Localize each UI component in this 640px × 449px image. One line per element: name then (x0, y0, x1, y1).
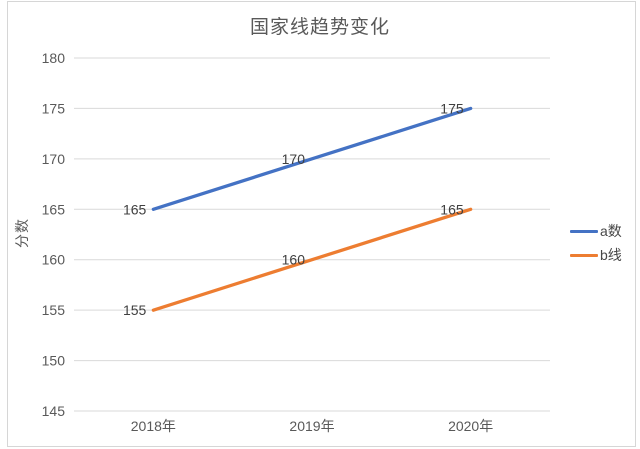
y-tick-label: 180 (42, 50, 66, 66)
legend-swatch (570, 229, 598, 233)
chart-title: 国家线趋势变化 (249, 17, 390, 38)
legend-item-a数[interactable]: a数 (570, 223, 622, 239)
data-label: 165 (123, 201, 147, 217)
series-line-b线[interactable] (151, 207, 473, 312)
y-tick-label: 145 (42, 403, 66, 419)
legend-label: a数 (600, 223, 622, 239)
data-label: 165 (440, 201, 464, 217)
x-tick-label: 2020年 (448, 418, 493, 434)
y-tick-label: 160 (42, 252, 66, 268)
legend: a数 b线 (570, 223, 622, 263)
data-label: 175 (440, 100, 464, 116)
series-line-a数[interactable] (151, 106, 473, 211)
y-tick-label: 165 (42, 201, 66, 217)
data-label: 170 (282, 151, 306, 167)
y-tick-label: 170 (42, 151, 66, 167)
legend-swatch (570, 253, 598, 257)
y-tick-label: 155 (42, 302, 66, 318)
x-tick-label: 2019年 (289, 418, 334, 434)
y-tick-label: 150 (42, 353, 66, 369)
legend-label: b线 (600, 247, 622, 263)
x-tick-label: 2018年 (131, 418, 176, 434)
legend-item-b线[interactable]: b线 (570, 247, 622, 263)
y-tick-label: 175 (42, 100, 66, 116)
data-label: 160 (282, 252, 306, 268)
data-label: 155 (123, 302, 147, 318)
